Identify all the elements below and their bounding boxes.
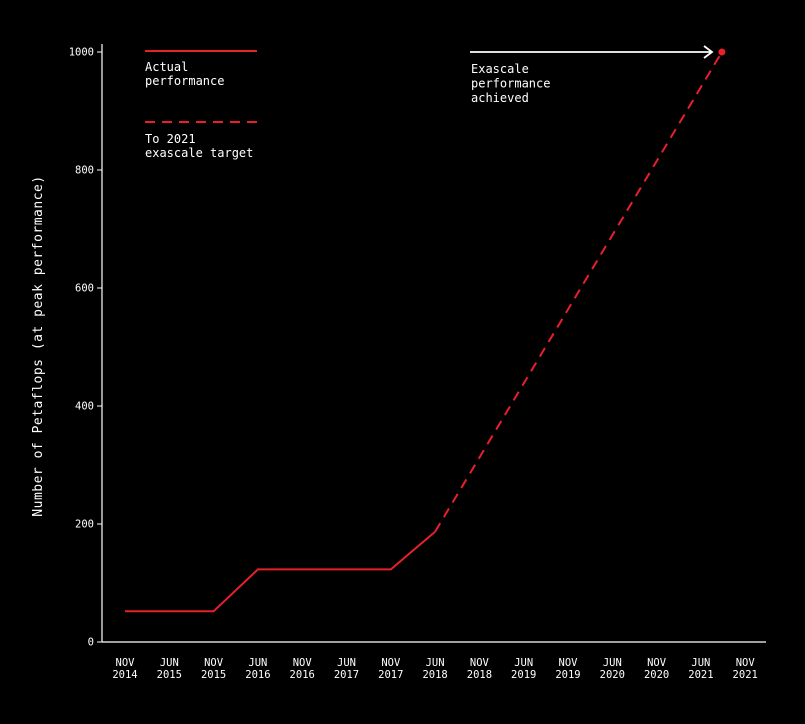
x-tick-label: NOV 2019 [555, 657, 580, 681]
x-tick-label: JUN 2021 [688, 657, 713, 681]
legend-label-actual: Actual performance [145, 60, 224, 88]
x-tick-label: NOV 2014 [112, 657, 137, 681]
x-tick-label: NOV 2016 [290, 657, 315, 681]
annotation-text: Exascale performance achieved [471, 62, 550, 105]
x-tick-label: JUN 2017 [334, 657, 359, 681]
x-tick-label: NOV 2015 [201, 657, 226, 681]
y-axis: 0 200 400 600 800 1000 [69, 44, 103, 649]
y-axis-label: Number of Petaflops (at peak performance… [31, 175, 46, 516]
y-tick-label: 600 [75, 283, 94, 295]
annotation-arrow-head [703, 45, 714, 59]
legend: Actual performance To 2021 exascale target [145, 50, 257, 160]
x-tick-label: JUN 2016 [245, 657, 270, 681]
x-tick-label: JUN 2019 [511, 657, 536, 681]
y-tick-label: 400 [75, 401, 94, 413]
y-tick-label: 800 [75, 165, 94, 177]
exascale-target-point [718, 48, 726, 56]
legend-label-target: To 2021 exascale target [145, 132, 253, 160]
y-tick-label: 0 [88, 637, 94, 649]
x-tick-label: NOV 2017 [378, 657, 403, 681]
target-projection-line [434, 51, 723, 533]
plot-series [125, 48, 726, 613]
exascale-annotation: Exascale performance achieved [470, 45, 714, 105]
y-tick-label: 200 [75, 519, 94, 531]
x-tick-label: NOV 2021 [733, 657, 758, 681]
actual-performance-line [125, 530, 436, 613]
x-axis: NOV 2014 JUN 2015 NOV 2015 JUN 2016 NOV 2016 JUN 20… [102, 641, 766, 681]
x-tick-label: NOV 2020 [644, 657, 669, 681]
x-tick-label: JUN 2020 [600, 657, 625, 681]
x-tick-label: JUN 2015 [157, 657, 182, 681]
y-tick-label: 1000 [69, 47, 94, 59]
x-tick-label: JUN 2018 [422, 657, 447, 681]
x-tick-label: NOV 2018 [467, 657, 492, 681]
